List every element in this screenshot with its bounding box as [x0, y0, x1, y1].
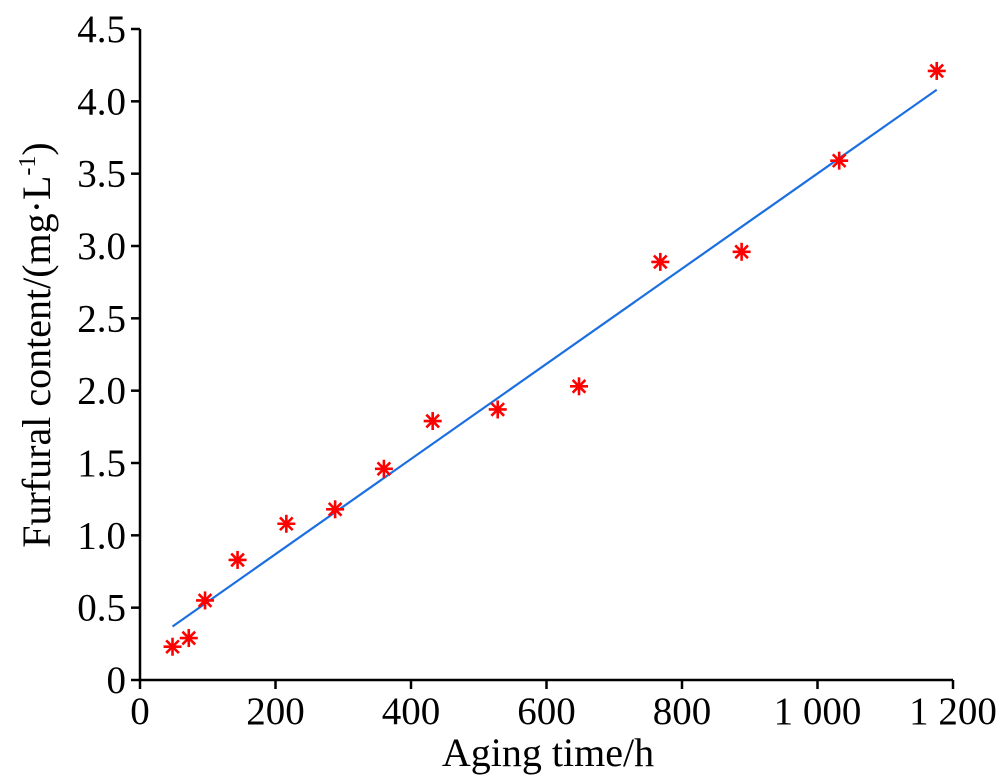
y-axis-label-main: Furfural content/(mg·L — [14, 176, 59, 548]
y-tick-label: 4.0 — [77, 80, 126, 123]
data-point — [277, 514, 296, 533]
data-point — [228, 550, 247, 569]
data-point — [651, 252, 670, 271]
x-tick-label: 1 000 — [774, 690, 862, 733]
y-tick-label: 1.0 — [77, 514, 126, 557]
y-axis-label-end: ) — [14, 142, 59, 155]
x-tick-label: 800 — [653, 690, 712, 733]
x-axis-label: Aging time/h — [442, 730, 654, 775]
y-tick-label: 0.5 — [77, 587, 126, 630]
line-layer — [171, 88, 938, 628]
y-tick-label: 4.5 — [77, 8, 126, 51]
y-axis-ticks: 0 0.5 1.0 1.5 2.0 2.5 3.0 3.5 4.0 4.5 — [77, 8, 140, 702]
data-point — [374, 459, 393, 478]
y-tick-label: 3.5 — [77, 153, 126, 196]
data-point — [179, 629, 198, 648]
data-point — [570, 377, 589, 396]
data-point — [196, 591, 215, 610]
y-tick-label: 0 — [107, 659, 127, 702]
data-point — [163, 637, 182, 656]
x-tick-label: 1 200 — [909, 690, 997, 733]
y-tick-label: 2.0 — [77, 370, 126, 413]
y-axis-label-superscript: -1 — [15, 156, 41, 176]
data-point — [927, 61, 946, 80]
data-point — [326, 500, 345, 519]
data-point — [488, 400, 507, 419]
y-axis-label: Furfural content/(mg·L-1) — [14, 142, 59, 547]
data-point — [423, 412, 442, 431]
y-tick-label: 3.0 — [77, 225, 126, 268]
x-tick-label: 400 — [382, 690, 441, 733]
x-tick-label: 200 — [246, 690, 305, 733]
x-tick-label: 600 — [517, 690, 576, 733]
data-point — [830, 151, 849, 170]
data-point — [732, 242, 751, 261]
y-tick-label: 2.5 — [77, 297, 126, 340]
marker-layer — [163, 61, 946, 656]
y-tick-label: 1.5 — [77, 442, 126, 485]
fit-line — [171, 88, 938, 628]
x-axis-ticks: 0 200 400 600 800 1 000 1 200 — [130, 680, 997, 733]
x-tick-label: 0 — [130, 690, 150, 733]
